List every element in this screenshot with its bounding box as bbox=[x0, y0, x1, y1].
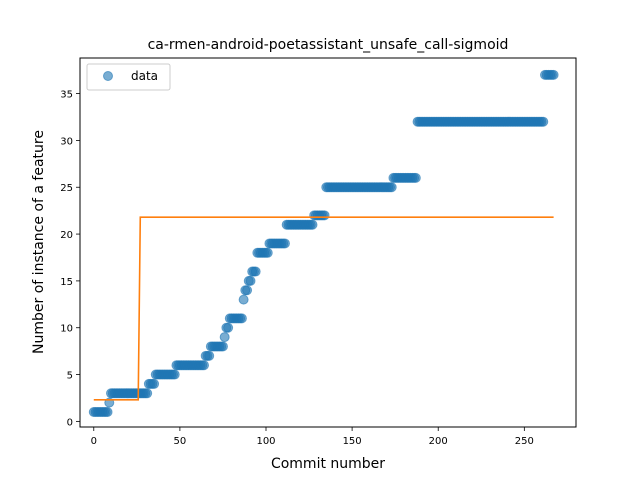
data-point bbox=[250, 266, 261, 277]
y-axis-label: Number of instance of a feature bbox=[31, 130, 47, 354]
y-tick-label: 0 bbox=[67, 417, 73, 428]
data-point bbox=[217, 341, 228, 352]
data-point bbox=[548, 69, 559, 80]
plot-area bbox=[88, 69, 559, 418]
y-tick-label: 15 bbox=[60, 277, 73, 288]
data-point bbox=[223, 322, 234, 333]
legend: data bbox=[86, 63, 171, 91]
legend-marker-data bbox=[103, 71, 113, 81]
data-point bbox=[238, 294, 249, 305]
axis-ticks: 0 50 100 150 200 250 0 5 10 15 20 25 30 35 bbox=[60, 90, 534, 447]
x-tick-label: 0 bbox=[91, 436, 97, 447]
data-point bbox=[199, 360, 209, 371]
data-point bbox=[279, 238, 290, 249]
y-tick-label: 25 bbox=[60, 183, 73, 194]
data-point bbox=[319, 210, 330, 221]
data-point bbox=[169, 369, 180, 380]
x-tick-label: 50 bbox=[174, 436, 187, 447]
legend-box bbox=[86, 63, 171, 91]
x-tick-label: 200 bbox=[429, 436, 448, 447]
axes-frame bbox=[79, 57, 577, 428]
data-point bbox=[236, 313, 247, 324]
data-point bbox=[410, 172, 421, 183]
y-tick-label: 35 bbox=[60, 90, 73, 101]
data-point bbox=[262, 247, 273, 258]
legend-label-data: data bbox=[131, 69, 158, 83]
data-point bbox=[204, 350, 215, 361]
data-point bbox=[142, 388, 153, 399]
data-point bbox=[386, 182, 397, 193]
fit-line bbox=[93, 216, 554, 401]
data-point bbox=[245, 275, 256, 286]
data-point bbox=[307, 219, 318, 230]
y-tick-label: 30 bbox=[60, 136, 73, 147]
data-point bbox=[219, 332, 230, 343]
y-tick-label: 10 bbox=[60, 324, 73, 335]
data-point bbox=[242, 285, 253, 296]
y-tick-label: 20 bbox=[60, 230, 73, 241]
y-tick-label: 5 bbox=[67, 371, 73, 382]
x-tick-label: 150 bbox=[343, 436, 362, 447]
chart-title: ca-rmen-android-poetassistant_unsafe_cal… bbox=[148, 37, 509, 53]
x-tick-label: 250 bbox=[515, 436, 534, 447]
data-point bbox=[538, 116, 549, 127]
x-axis-label: Commit number bbox=[271, 456, 385, 472]
data-point bbox=[102, 407, 113, 418]
data-point bbox=[149, 378, 160, 389]
x-tick-label: 100 bbox=[256, 436, 275, 447]
